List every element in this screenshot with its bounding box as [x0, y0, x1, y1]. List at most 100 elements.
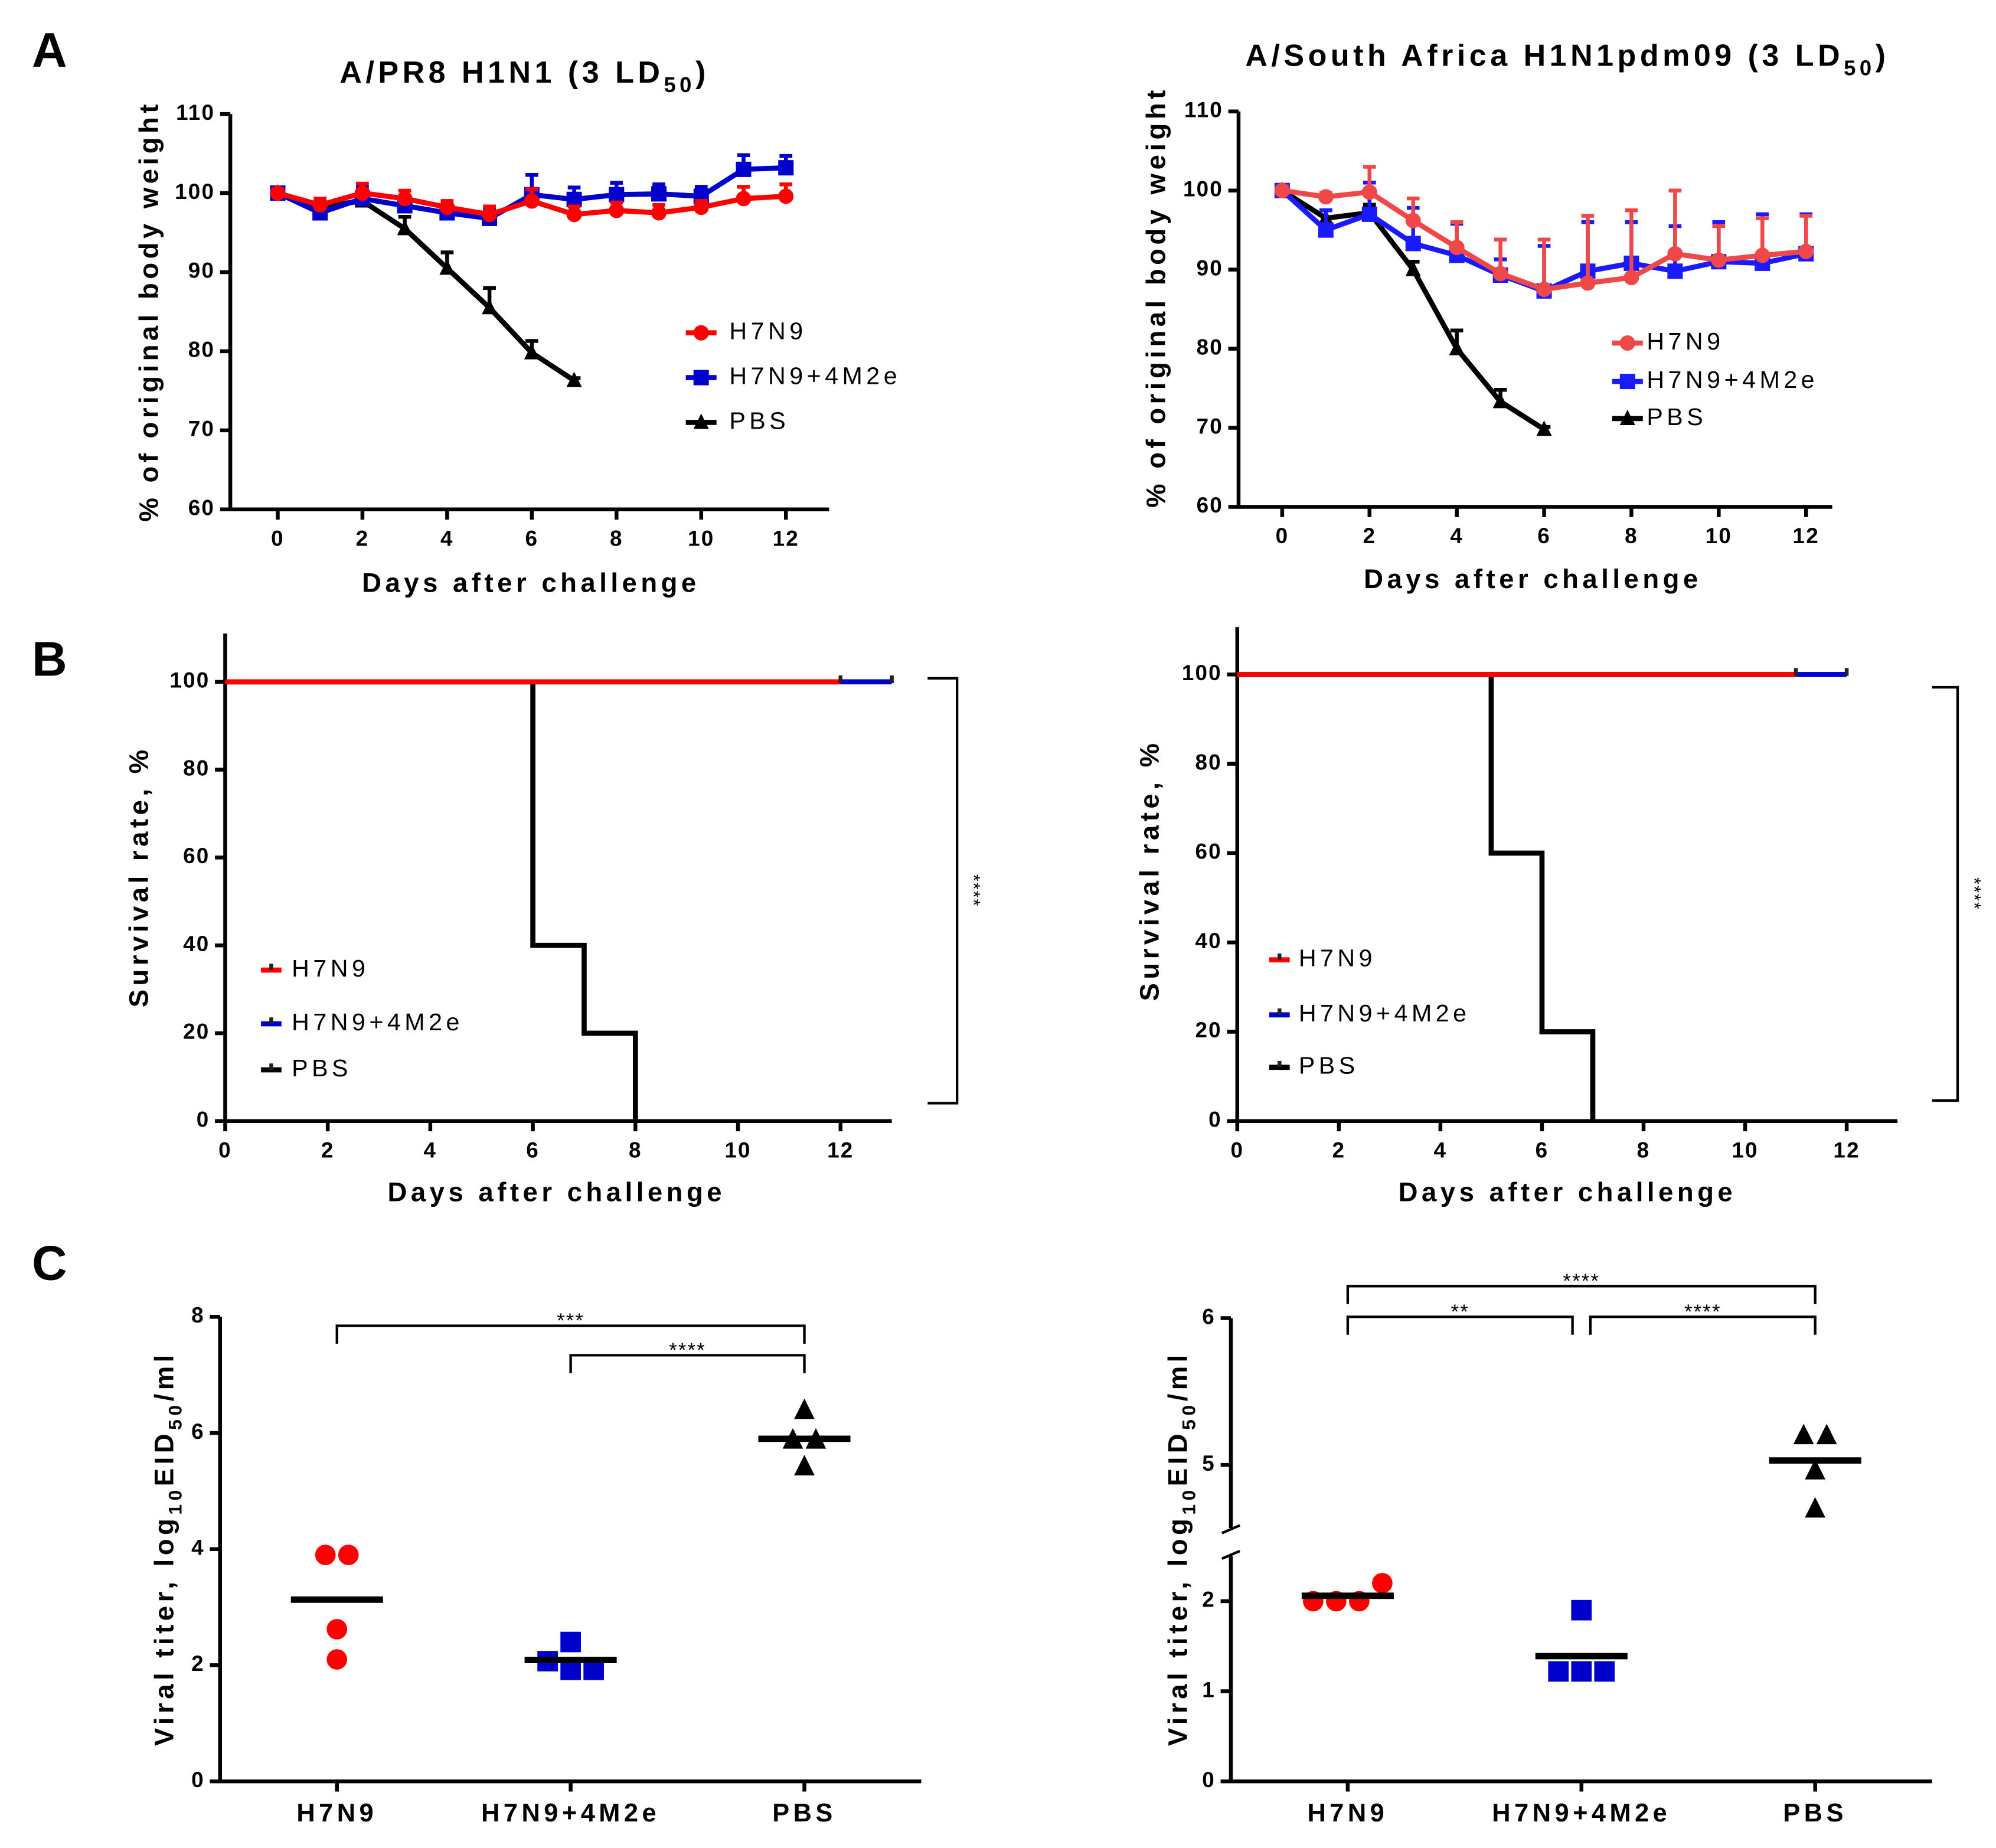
data-point — [1361, 206, 1377, 222]
chart-title-part: A/South Africa H1N1pdm09 (3 LD — [1245, 38, 1844, 73]
y-tick-label: 1 — [1202, 1677, 1216, 1702]
y-tick-label: 20 — [1195, 1018, 1221, 1042]
significance-label: *** — [557, 1310, 584, 1332]
data-point — [524, 193, 540, 209]
x-tick-label: H7N9 — [296, 1799, 377, 1827]
data-point — [439, 200, 455, 216]
significance-bracket — [569, 1354, 806, 1373]
y-tick-label: 0 — [1202, 1768, 1216, 1792]
x-tick-label: 4 — [424, 1138, 437, 1163]
data-point — [315, 1545, 336, 1565]
data-point — [397, 191, 413, 207]
data-point — [1274, 182, 1290, 198]
y-tick-label: 8 — [191, 1303, 205, 1327]
y-tick-label: 70 — [188, 417, 215, 441]
panel-label: B — [32, 632, 68, 687]
y-tick-label: 20 — [183, 1020, 210, 1044]
data-point — [1571, 1661, 1592, 1682]
x-axis-label: Days after challenge — [387, 1177, 726, 1207]
y-tick-label: 60 — [1195, 840, 1221, 864]
data-point — [1580, 275, 1596, 291]
data-point — [1793, 1423, 1814, 1445]
y-axis-label-part: EID — [1162, 1430, 1193, 1486]
x-tick-label: 4 — [440, 527, 454, 551]
data-point — [1805, 1459, 1826, 1480]
y-tick-label: 60 — [188, 496, 215, 520]
data-point — [326, 1649, 348, 1670]
x-tick-label: 0 — [1276, 524, 1289, 548]
significance-bracket — [1932, 685, 1959, 1102]
y-tick-label: 2 — [1202, 1588, 1216, 1612]
legend-marker — [693, 325, 709, 341]
x-tick-label: 6 — [1536, 1138, 1549, 1163]
data-point — [566, 191, 582, 207]
y-axis-label: Viral titer, log10EID50/ml — [149, 1351, 186, 1746]
data-point — [778, 160, 794, 176]
x-tick-label: 6 — [526, 1138, 540, 1163]
x-tick-label: 8 — [1625, 524, 1638, 548]
x-tick-label: 10 — [688, 527, 714, 551]
y-axis-label-part: 50 — [1178, 1401, 1200, 1429]
y-tick-label: 0 — [1208, 1107, 1222, 1131]
data-point — [1405, 236, 1421, 252]
significance-bracket — [1346, 1285, 1817, 1304]
significance-bracket — [927, 677, 959, 1105]
legend-label: H7N9 — [1299, 945, 1376, 972]
data-point — [1405, 213, 1421, 228]
x-tick-label: 0 — [1230, 1138, 1244, 1163]
data-point — [439, 259, 455, 275]
data-point — [1755, 247, 1770, 263]
significance-label: **** — [963, 874, 983, 907]
y-axis-label-part: Viral titer, log — [1162, 1515, 1193, 1746]
x-tick-label: PBS — [1783, 1799, 1847, 1827]
y-tick-label: 80 — [1195, 750, 1221, 774]
legend-label: H7N9 — [292, 955, 369, 982]
legend-marker — [1619, 335, 1635, 351]
data-point — [354, 185, 370, 201]
data-point — [1449, 339, 1465, 355]
data-point — [1405, 260, 1421, 276]
y-axis-label-part: Survival rate, % — [1135, 740, 1165, 1001]
y-axis-label-part: % of original body weight — [134, 100, 164, 522]
x-tick-label: 10 — [1732, 1138, 1758, 1163]
error-bar — [1625, 208, 1638, 278]
y-tick-label: 110 — [1184, 97, 1223, 122]
chart-title-part: ) — [1876, 38, 1890, 73]
legend-label: H7N9 — [1647, 328, 1724, 355]
data-point — [1548, 1661, 1569, 1682]
data-point — [736, 191, 752, 207]
data-point — [1571, 1599, 1592, 1621]
legend-label: PBS — [292, 1054, 352, 1082]
data-point — [338, 1545, 359, 1565]
y-tick-label: 40 — [183, 932, 210, 956]
significance-label: **** — [1684, 1301, 1721, 1323]
x-tick-label: 12 — [1833, 1138, 1860, 1163]
x-tick-label: 8 — [610, 527, 623, 551]
y-tick-label: 0 — [197, 1107, 210, 1131]
significance-bracket — [335, 1324, 806, 1344]
chart-title-part: A/PR8 H1N1 (3 LD — [339, 55, 664, 90]
x-tick-label: H7N9+4M2e — [1492, 1799, 1671, 1827]
error-bar — [1668, 188, 1682, 254]
data-point — [1798, 243, 1814, 259]
data-point — [1449, 240, 1465, 256]
significance-bracket — [1589, 1315, 1817, 1335]
y-tick-label: 60 — [183, 844, 210, 868]
y-axis-label: Survival rate, % — [1135, 740, 1165, 1001]
y-tick-label: 5 — [1202, 1451, 1216, 1475]
y-axis-label-part: 10 — [165, 1486, 186, 1514]
data-point — [1667, 263, 1683, 279]
legend-label: PBS — [729, 407, 789, 434]
chart-title-part: 50 — [664, 73, 695, 97]
y-tick-label: 90 — [1197, 256, 1223, 280]
y-axis-label-part: 10 — [1178, 1486, 1200, 1514]
y-tick-label: 0 — [191, 1768, 205, 1792]
y-axis-label: Survival rate, % — [123, 746, 153, 1007]
y-tick-label: 60 — [1197, 493, 1223, 517]
x-tick-label: 4 — [1434, 1138, 1448, 1163]
data-point — [609, 203, 625, 218]
data-point — [1492, 393, 1508, 409]
data-point — [1318, 222, 1334, 238]
data-point — [1711, 252, 1727, 268]
